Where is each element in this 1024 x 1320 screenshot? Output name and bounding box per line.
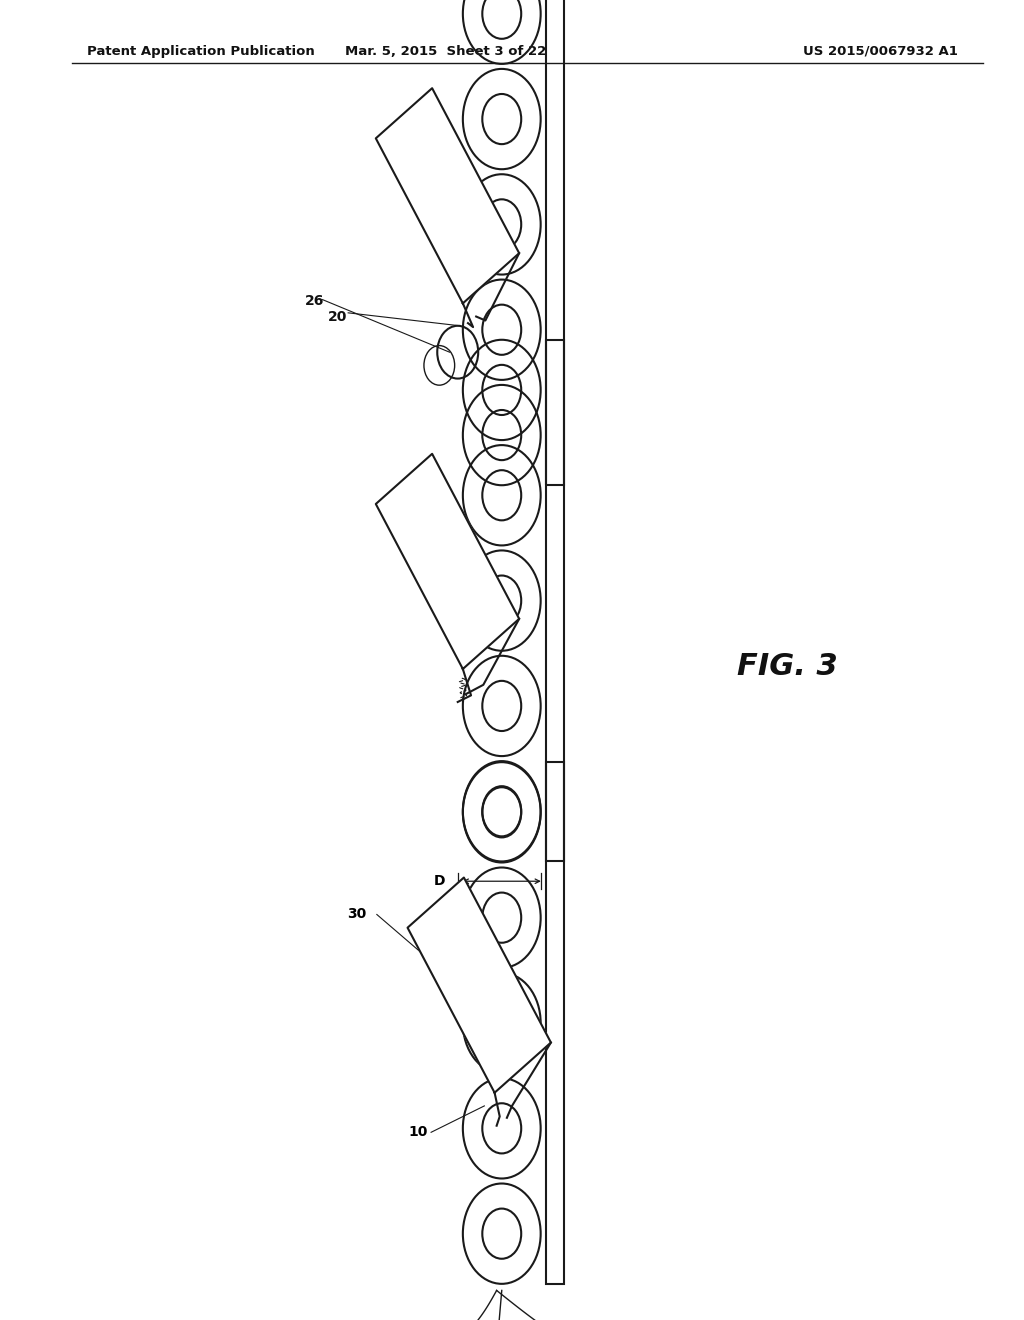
Text: 30: 30 [347,907,367,921]
Text: Patent Application Publication: Patent Application Publication [87,45,314,58]
Text: 20: 20 [329,310,347,323]
Polygon shape [376,88,519,304]
Polygon shape [376,454,519,669]
Text: 10: 10 [409,1125,428,1139]
Text: 26: 26 [305,294,324,308]
Text: D: D [433,874,445,888]
Text: US 2015/0067932 A1: US 2015/0067932 A1 [803,45,957,58]
Text: FIG. 3: FIG. 3 [737,652,838,681]
Polygon shape [408,878,551,1093]
Text: Mar. 5, 2015  Sheet 3 of 22: Mar. 5, 2015 Sheet 3 of 22 [345,45,546,58]
